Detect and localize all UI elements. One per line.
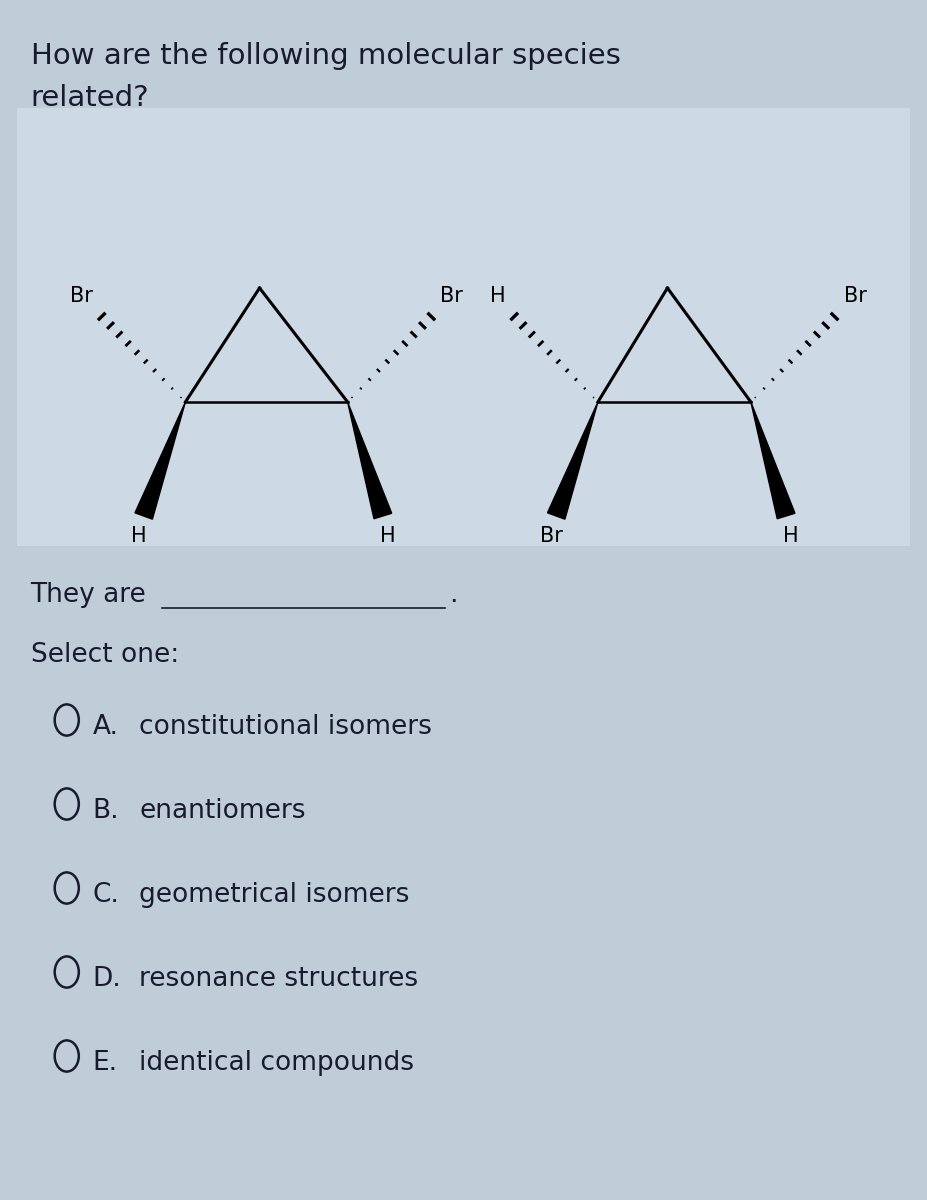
Text: .: . xyxy=(450,582,458,608)
Text: A.: A. xyxy=(93,714,119,740)
Text: identical compounds: identical compounds xyxy=(139,1050,414,1076)
Text: Br: Br xyxy=(844,286,867,306)
Polygon shape xyxy=(135,402,185,520)
Text: related?: related? xyxy=(31,84,149,112)
Text: H: H xyxy=(783,526,798,546)
Text: resonance structures: resonance structures xyxy=(139,966,418,992)
Polygon shape xyxy=(348,402,392,518)
Text: H: H xyxy=(132,526,146,546)
Text: constitutional isomers: constitutional isomers xyxy=(139,714,432,740)
Text: H: H xyxy=(489,286,505,306)
Text: enantiomers: enantiomers xyxy=(139,798,306,824)
Text: How are the following molecular species: How are the following molecular species xyxy=(31,42,620,70)
Text: Select one:: Select one: xyxy=(31,642,179,668)
Text: D.: D. xyxy=(93,966,121,992)
Text: They are: They are xyxy=(31,582,146,608)
Text: Br: Br xyxy=(70,286,93,306)
Polygon shape xyxy=(751,402,795,518)
Text: C.: C. xyxy=(93,882,120,908)
Polygon shape xyxy=(548,402,598,520)
Text: Br: Br xyxy=(440,286,464,306)
Text: Br: Br xyxy=(540,526,563,546)
Text: E.: E. xyxy=(93,1050,118,1076)
Text: H: H xyxy=(380,526,395,546)
Text: geometrical isomers: geometrical isomers xyxy=(139,882,410,908)
Text: B.: B. xyxy=(93,798,120,824)
FancyBboxPatch shape xyxy=(17,108,910,546)
